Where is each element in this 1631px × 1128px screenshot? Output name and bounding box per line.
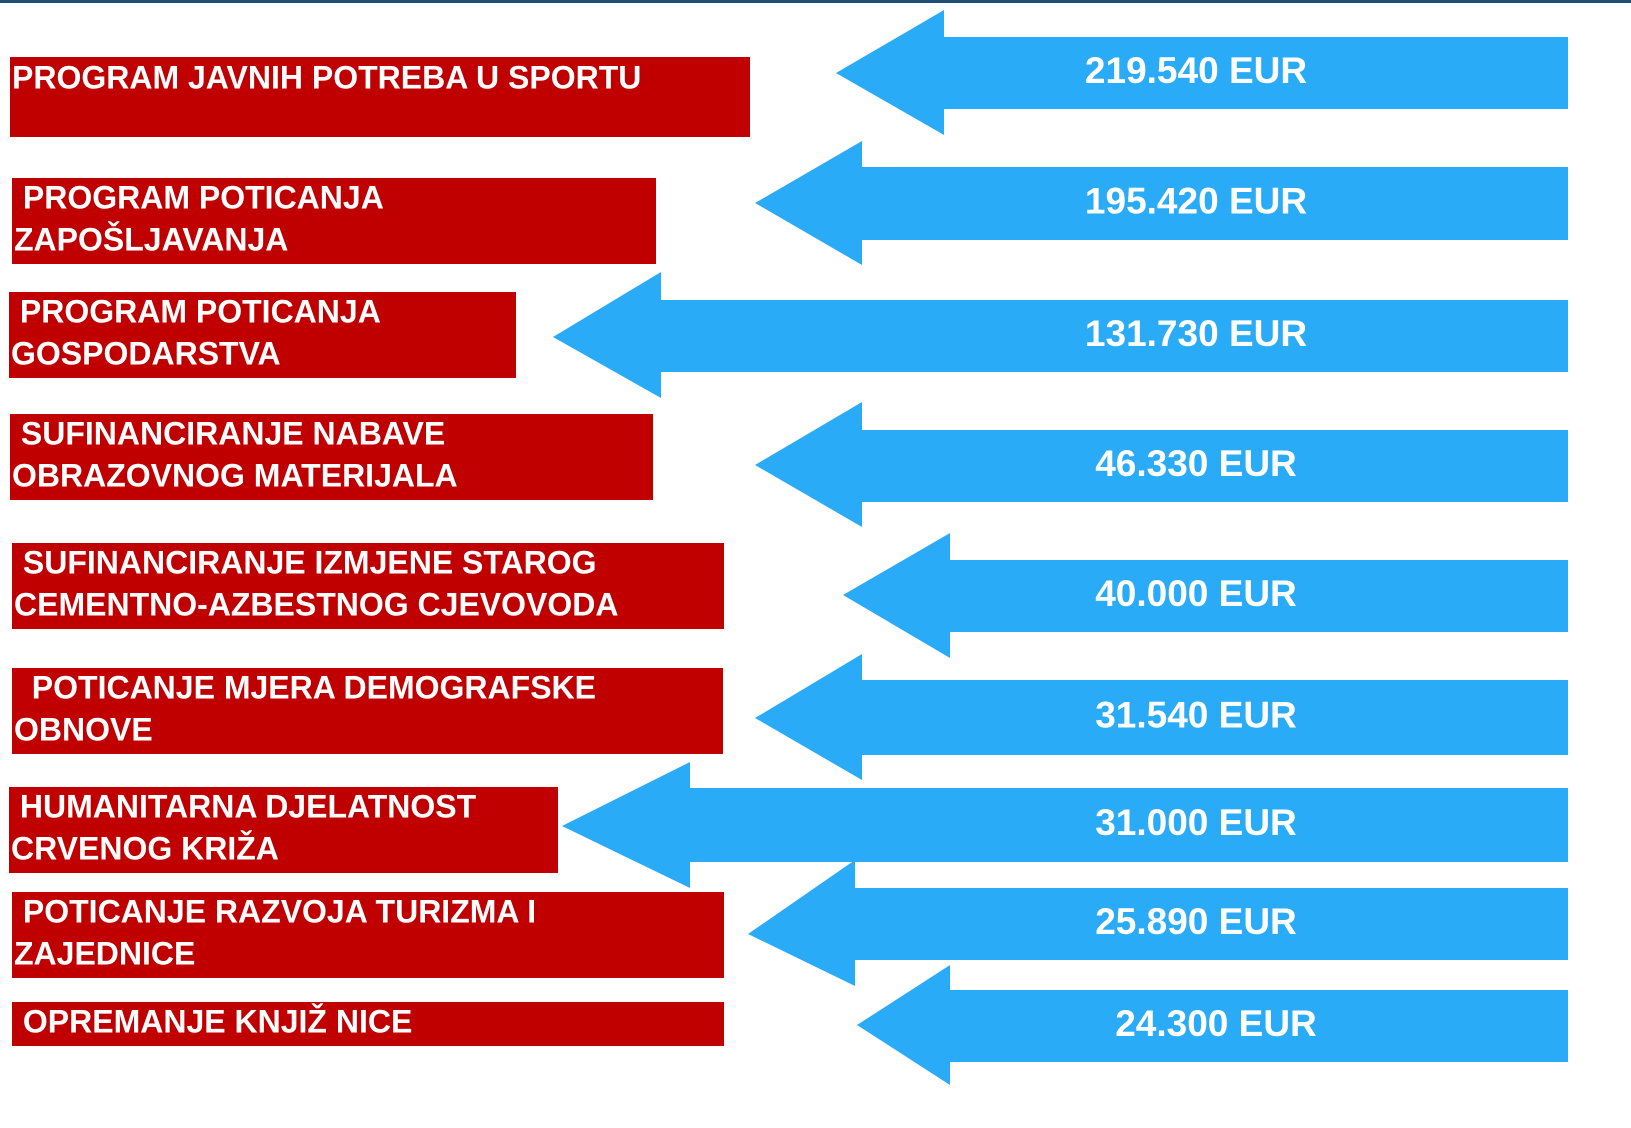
label-text: CRVENOG KRIŽA — [11, 830, 279, 866]
amount-text: 24.300 EUR — [1115, 1003, 1317, 1044]
amount-text: 25.890 EUR — [1095, 901, 1297, 942]
arrow — [843, 533, 1568, 658]
label-text: CEMENTNO-AZBESTNOG CJEVOVODA — [14, 586, 618, 622]
label-text: OBRAZOVNOG MATERIJALA — [12, 457, 458, 493]
arrow — [755, 654, 1568, 780]
label-box — [12, 892, 724, 978]
label-box — [10, 414, 653, 500]
label-box — [12, 178, 656, 264]
label-text: OBNOVE — [14, 711, 153, 747]
amount-text: 219.540 EUR — [1085, 50, 1307, 91]
arrow — [748, 860, 1568, 986]
arrow — [553, 272, 1568, 398]
amount-text: 46.330 EUR — [1095, 443, 1297, 484]
amount-text: 195.420 EUR — [1085, 180, 1307, 221]
label-box — [9, 292, 516, 378]
label-text: SUFINANCIRANJE NABAVE — [12, 415, 445, 451]
arrow — [755, 141, 1568, 265]
arrow — [562, 762, 1568, 888]
label-box — [12, 543, 724, 629]
label-text: HUMANITARNA DJELATNOST — [11, 788, 477, 824]
label-text: PROGRAM JAVNIH POTREBA U SPORTU — [12, 59, 641, 95]
arrow — [836, 10, 1568, 135]
label-box — [12, 668, 723, 754]
top-border — [0, 0, 1631, 3]
arrow — [857, 965, 1568, 1085]
label-text: POTICANJE MJERA DEMOGRAFSKE — [14, 669, 596, 705]
label-box — [9, 787, 558, 873]
arrow — [755, 402, 1568, 527]
label-text: OPREMANJE KNJIŽ NICE — [14, 1003, 412, 1039]
label-box — [12, 1002, 724, 1046]
amount-text: 131.730 EUR — [1085, 313, 1307, 354]
label-text: GOSPODARSTVA — [11, 335, 281, 371]
label-text: ZAJEDNICE — [14, 935, 195, 971]
label-text: PROGRAM POTICANJA — [14, 179, 384, 215]
label-text: PROGRAM POTICANJA — [11, 293, 381, 329]
label-text: POTICANJE RAZVOJA TURIZMA I — [14, 893, 536, 929]
amount-text: 31.540 EUR — [1095, 694, 1297, 735]
label-box — [10, 57, 750, 137]
label-text: SUFINANCIRANJE IZMJENE STAROG — [14, 544, 597, 580]
label-text: ZAPOŠLJAVANJA — [14, 221, 288, 257]
amount-text: 31.000 EUR — [1095, 802, 1297, 843]
amount-text: 40.000 EUR — [1095, 573, 1297, 614]
